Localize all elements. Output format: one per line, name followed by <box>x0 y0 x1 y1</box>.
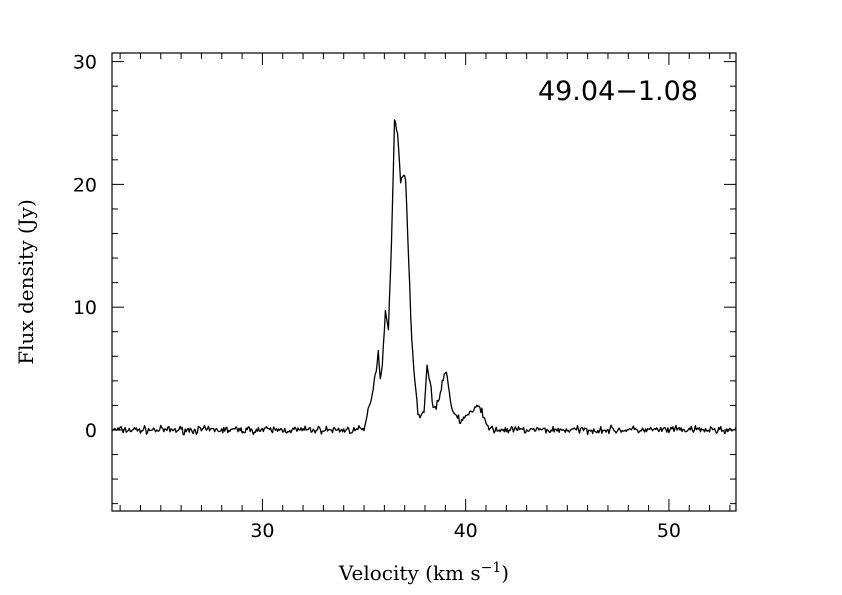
x-tick-label: 30 <box>250 520 274 542</box>
minor-ticks <box>112 53 736 511</box>
x-axis-title: Velocity (km s−1) <box>338 560 509 585</box>
y-tick-label: 30 <box>73 52 97 74</box>
plot-title: 49.04−1.08 <box>538 76 698 107</box>
x-tick-label: 50 <box>657 520 681 542</box>
x-tick-label: 40 <box>454 520 478 542</box>
plot-frame <box>111 52 737 512</box>
y-tick-label: 0 <box>85 420 97 442</box>
y-axis-title: Flux density (Jy) <box>14 199 38 365</box>
major-ticks <box>112 53 736 511</box>
y-tick-label: 10 <box>73 297 97 319</box>
x-tick-labels: 30 40 50 <box>250 520 681 542</box>
spectrum-line <box>111 119 737 436</box>
y-tick-labels: 0 10 20 30 <box>73 52 97 442</box>
y-tick-label: 20 <box>73 174 97 196</box>
